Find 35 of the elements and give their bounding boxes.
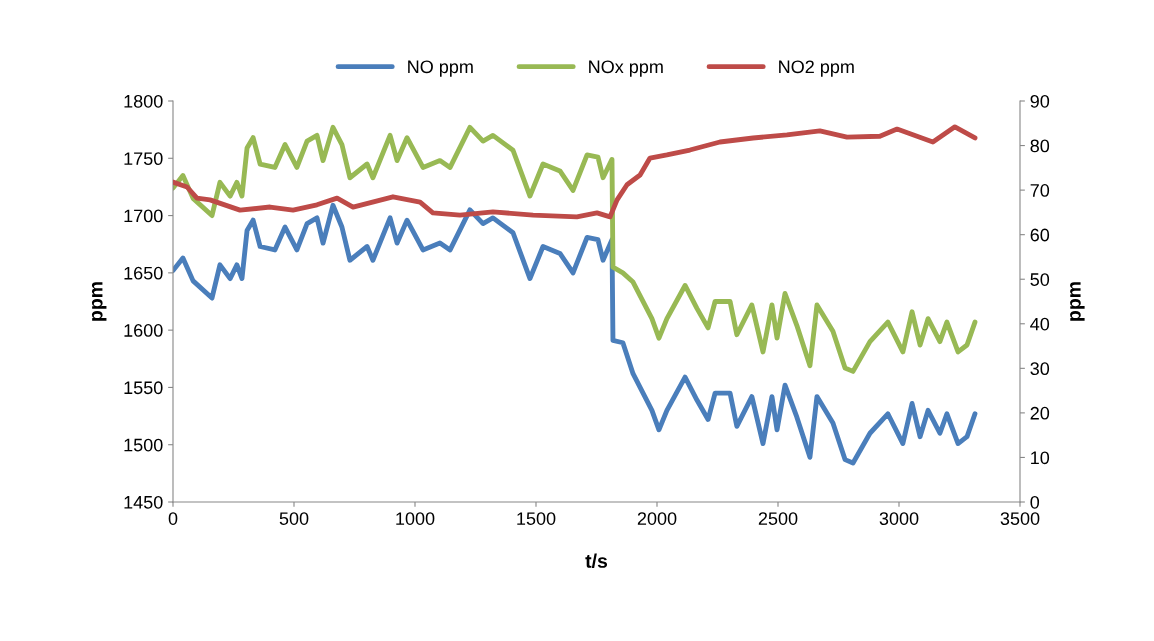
y-tick-label: 1650 — [124, 266, 163, 280]
legend-label: NO ppm — [408, 60, 473, 77]
x-tick-label: 1500 — [517, 512, 556, 525]
x-tick-label: 1000 — [396, 512, 435, 525]
y2-tick-label: 90 — [1030, 94, 1050, 108]
y2-tick-label: 0 — [1030, 495, 1040, 509]
y2-tick-label: 20 — [1030, 406, 1050, 420]
y2-tick-label: 50 — [1030, 273, 1050, 286]
legend-label: NO2 ppm — [779, 60, 854, 77]
y2-tick-label: 80 — [1030, 139, 1050, 153]
y-tick-label: 1800 — [124, 94, 163, 108]
line-series — [173, 202, 978, 466]
y-tick-label: 1600 — [124, 324, 163, 337]
y-tick-label: 1750 — [124, 152, 163, 166]
x-tick-label: 2500 — [758, 512, 798, 525]
line-series — [173, 124, 978, 220]
x-axis-title: t/s — [585, 553, 608, 569]
x-tick-label: 3000 — [879, 512, 919, 525]
y-tick-label: 1550 — [124, 381, 163, 395]
y2-tick-label: 60 — [1030, 228, 1050, 242]
x-tick-label: 500 — [279, 512, 309, 525]
line-series — [173, 124, 978, 374]
y2-tick-label: 70 — [1030, 184, 1050, 197]
x-tick-label: 3500 — [1000, 512, 1040, 525]
y-axis-title: ppm — [91, 282, 107, 321]
y-tick-label: 1450 — [124, 495, 163, 509]
y-tick-label: 1700 — [124, 209, 163, 223]
legend-label: NOx ppm — [589, 60, 663, 77]
y2-tick-label: 30 — [1030, 362, 1050, 376]
x-tick-label: 2000 — [637, 512, 677, 525]
y2-tick-label: 10 — [1031, 451, 1050, 465]
y2-tick-label: 40 — [1030, 317, 1050, 331]
x-tick-label: 0 — [168, 512, 178, 525]
y-tick-label: 1500 — [124, 438, 163, 452]
y2-axis-title: ppm — [1070, 282, 1085, 321]
